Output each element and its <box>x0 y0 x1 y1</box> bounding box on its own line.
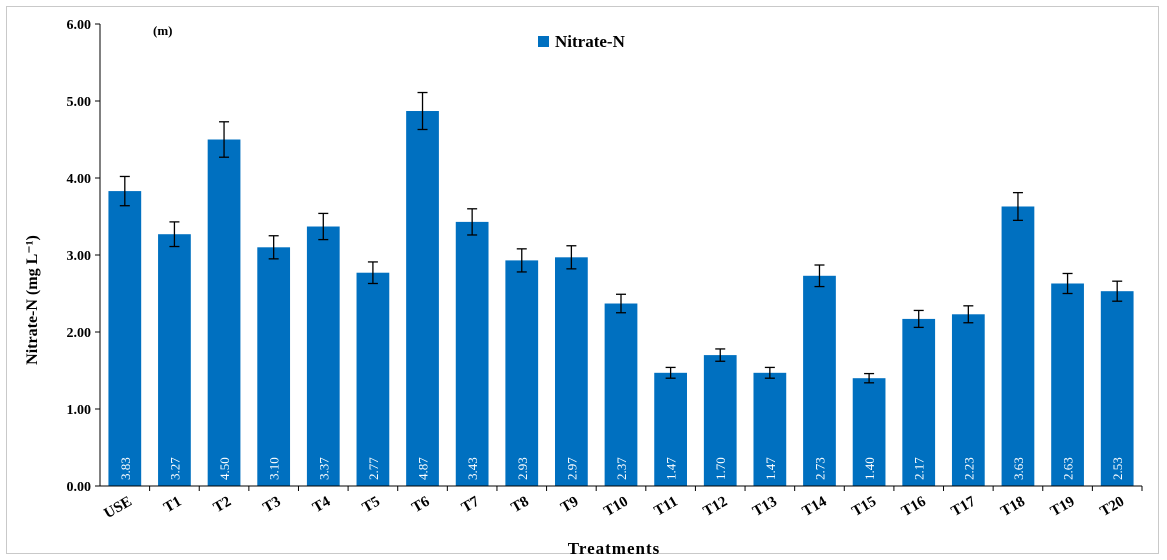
bar <box>257 247 291 486</box>
x-tick-label: T8 <box>509 494 532 517</box>
bar <box>1051 283 1084 486</box>
bar-value-label: 3.43 <box>465 457 480 480</box>
bar <box>803 275 836 486</box>
x-tick-label: T18 <box>998 494 1028 520</box>
y-tick-label: 4.00 <box>67 172 92 187</box>
x-tick-label: T20 <box>1098 494 1128 520</box>
x-tick-label: T15 <box>849 494 879 520</box>
x-tick-label: T14 <box>800 493 830 520</box>
bar-value-label: 2.23 <box>961 457 976 480</box>
bar <box>555 257 588 486</box>
x-axis-title: Treatments <box>568 539 660 558</box>
bar <box>703 355 737 486</box>
x-tick-label: USE <box>102 494 135 522</box>
bar-value-label: 2.63 <box>1061 457 1076 480</box>
x-tick-label: T12 <box>701 494 731 520</box>
bar-value-label: 2.17 <box>912 457 927 480</box>
x-tick-label: T3 <box>260 494 283 517</box>
bar-value-label: 2.77 <box>366 457 381 480</box>
bar <box>902 318 936 486</box>
bar <box>306 226 340 486</box>
y-tick-label: 1.00 <box>67 403 92 418</box>
bar-value-label: 2.93 <box>515 457 530 480</box>
y-tick-label: 6.00 <box>67 18 92 33</box>
x-tick-label: T5 <box>360 494 383 517</box>
bar <box>604 303 638 486</box>
bar-value-label: 3.27 <box>167 457 182 480</box>
y-tick-label: 5.00 <box>67 95 92 110</box>
x-tick-label: T17 <box>949 493 979 520</box>
x-tick-label: T11 <box>652 494 681 520</box>
bar-value-label: 4.50 <box>217 457 232 480</box>
bar <box>1100 291 1134 486</box>
bar <box>406 111 439 486</box>
chart-frame <box>6 6 1159 554</box>
bar-value-label: 1.70 <box>713 457 728 480</box>
bar-value-label: 3.10 <box>267 457 282 480</box>
bar-value-label: 3.83 <box>118 457 133 480</box>
panel-label: (m) <box>153 23 173 38</box>
x-tick-label: T6 <box>409 493 433 516</box>
x-tick-label: T4 <box>310 493 334 516</box>
bar-value-label: 4.87 <box>416 457 431 480</box>
y-tick-label: 3.00 <box>67 249 92 264</box>
x-tick-label: T9 <box>558 494 581 517</box>
legend: Nitrate-N <box>538 32 626 51</box>
legend-label: Nitrate-N <box>555 32 626 51</box>
bar <box>852 378 886 486</box>
bar <box>356 272 390 486</box>
bar <box>108 191 142 486</box>
x-tick-label: T2 <box>211 494 234 517</box>
bar <box>455 221 489 486</box>
y-tick-label: 2.00 <box>67 326 92 341</box>
bar-value-label: 2.37 <box>614 457 629 480</box>
x-axis: USE T1 T2 T3 T4 T5 T6 T7 T8 T9 T10 T11 T12 T13 T14 T15 T… <box>100 485 1143 522</box>
bar <box>753 372 787 486</box>
bar-value-label: 3.37 <box>316 457 331 480</box>
bar-value-label: 2.53 <box>1110 457 1125 480</box>
bar <box>1001 206 1035 487</box>
x-tick-label: T10 <box>601 494 631 520</box>
x-tick-label: T7 <box>459 493 483 516</box>
bar-value-label: 1.40 <box>862 457 877 480</box>
y-tick-label: 0.00 <box>67 480 92 495</box>
x-tick-label: T13 <box>750 494 780 520</box>
bar <box>207 139 241 486</box>
x-tick-label: T19 <box>1048 494 1078 520</box>
bar <box>654 372 687 486</box>
bar-series: 3.83 3.27 4.50 3.10 3.37 2.77 4.87 3.43 2.93 2.97… <box>108 91 1134 487</box>
bar-value-label: 2.73 <box>812 457 827 480</box>
bar-value-label: 2.97 <box>564 457 579 480</box>
bar <box>951 314 985 486</box>
bar-value-label: 3.63 <box>1011 457 1026 480</box>
legend-swatch <box>538 36 549 47</box>
bar <box>505 260 539 486</box>
y-axis: 0.00 1.00 2.00 3.00 4.00 5.00 6.00 <box>67 18 101 495</box>
bar-value-label: 1.47 <box>664 457 679 480</box>
y-axis-title: Nitrate-N (mg L⁻¹) <box>24 235 41 365</box>
bar <box>158 234 191 486</box>
x-tick-label: T16 <box>899 493 929 520</box>
x-tick-label: T1 <box>161 494 184 517</box>
bar-value-label: 1.47 <box>763 457 778 480</box>
